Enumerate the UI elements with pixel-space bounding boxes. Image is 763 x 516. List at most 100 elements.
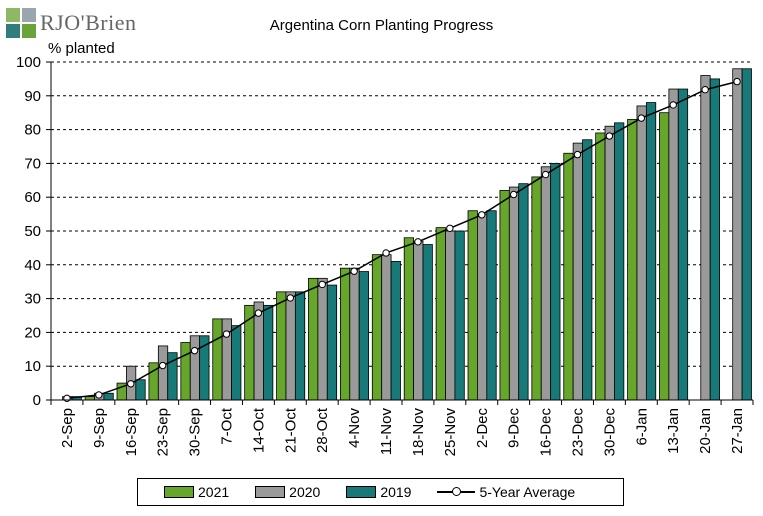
y-tick-label-50: 50 bbox=[24, 223, 41, 240]
x-tick-label-6-jan: 6-Jan bbox=[633, 408, 650, 446]
bar-2021-9-sep bbox=[84, 396, 95, 401]
bar-2021-28-oct bbox=[308, 277, 319, 401]
bar-2021-30-sep bbox=[180, 342, 191, 401]
point-5yr-average-2-dec bbox=[478, 211, 486, 219]
bar-2019-14-oct bbox=[263, 304, 274, 401]
bar-2020-25-nov bbox=[445, 230, 456, 401]
bar-2021-13-jan bbox=[659, 112, 670, 401]
point-5yr-average-16-dec bbox=[541, 170, 550, 179]
bar-2020-23-dec bbox=[572, 142, 583, 401]
point-5yr-average-25-nov bbox=[446, 224, 454, 232]
bar-2020-9-dec bbox=[508, 186, 520, 401]
x-tick-label-18-nov: 18-Nov bbox=[410, 408, 427, 457]
bar-2020-2-dec bbox=[477, 213, 488, 401]
x-tick-label-2-dec: 2-Dec bbox=[474, 408, 491, 449]
x-tick-label-11-nov: 11-Nov bbox=[378, 408, 395, 456]
bar-2020-13-jan bbox=[668, 88, 679, 401]
legend-item-2021: 2021 bbox=[164, 484, 229, 500]
bar-2021-21-oct bbox=[276, 291, 287, 401]
x-tick-label-23-dec: 23-Dec bbox=[570, 408, 587, 457]
bar-2021-18-nov bbox=[403, 237, 415, 401]
bar-2019-23-dec bbox=[582, 139, 593, 401]
bar-2020-28-oct bbox=[317, 277, 328, 401]
point-5yr-average-28-oct bbox=[318, 280, 326, 289]
legend-item-2020: 2020 bbox=[255, 484, 320, 500]
bar-2021-4-nov bbox=[339, 267, 351, 401]
y-tick-label-100: 100 bbox=[16, 54, 41, 71]
x-tick-label-30-dec: 30-Dec bbox=[601, 408, 618, 457]
point-5yr-average-4-nov bbox=[350, 267, 358, 275]
x-tick-label-25-nov: 25-Nov bbox=[442, 408, 459, 457]
bar-2019-11-nov bbox=[390, 261, 401, 401]
bar-2019-16-sep bbox=[135, 379, 146, 401]
bar-2020-30-sep bbox=[189, 335, 201, 401]
x-tick-label-4-nov: 4-Nov bbox=[346, 408, 363, 449]
point-5yr-average-14-oct bbox=[254, 309, 263, 317]
bar-2021-9-dec bbox=[499, 190, 510, 401]
bar-2020-18-nov bbox=[413, 240, 424, 401]
x-tick-label-27-jan: 27-Jan bbox=[729, 408, 746, 454]
x-tick-label-14-oct: 14-Oct bbox=[250, 407, 267, 453]
y-axis-label: % planted bbox=[48, 40, 115, 57]
legend-label-5yr-average: 5-Year Average bbox=[479, 484, 576, 500]
x-tick-label-28-oct: 28-Oct bbox=[314, 407, 331, 453]
x-tick-label-9-dec: 9-Dec bbox=[506, 408, 523, 449]
bar-2020-23-sep bbox=[157, 345, 169, 401]
chart-title: Argentina Corn Planting Progress bbox=[269, 17, 494, 34]
x-tick-label-20-jan: 20-Jan bbox=[697, 408, 714, 454]
x-tick-label-21-oct: 21-Oct bbox=[282, 407, 299, 453]
bar-2019-16-dec bbox=[550, 162, 561, 401]
bar-2019-9-sep bbox=[103, 392, 114, 401]
y-tick-label-60: 60 bbox=[24, 189, 41, 206]
point-5yr-average-27-jan bbox=[733, 77, 741, 86]
bar-2021-23-dec bbox=[563, 152, 574, 401]
point-5yr-average-20-jan bbox=[701, 86, 709, 94]
y-tick-label-20: 20 bbox=[24, 324, 41, 341]
bar-2019-27-jan bbox=[741, 68, 752, 401]
bar-2020-21-oct bbox=[285, 291, 296, 401]
logo-mark-icon bbox=[6, 8, 36, 38]
y-tick-label-70: 70 bbox=[24, 155, 41, 172]
bar-2019-20-jan bbox=[709, 78, 720, 401]
bar-2020-27-jan bbox=[732, 68, 743, 401]
rjobrien-logo: RJO'Brien bbox=[6, 8, 136, 38]
legend-swatch-2021 bbox=[164, 486, 194, 498]
point-5yr-average-30-dec bbox=[605, 132, 614, 140]
bar-2019-18-nov bbox=[422, 244, 433, 401]
bar-2019-6-jan bbox=[645, 102, 657, 401]
legend-item-5yr-average: 5-Year Average bbox=[437, 484, 575, 500]
point-5yr-average-23-dec bbox=[573, 150, 582, 159]
bar-2021-7-oct bbox=[212, 318, 223, 401]
bar-2020-4-nov bbox=[349, 267, 360, 401]
bar-2021-6-jan bbox=[627, 119, 638, 401]
bar-2020-16-dec bbox=[540, 166, 552, 401]
point-5yr-average-13-jan bbox=[669, 101, 677, 109]
x-tick-label-23-sep: 23-Sep bbox=[155, 408, 172, 456]
chart-legend: 2021 2020 2019 5-Year Average bbox=[137, 478, 624, 506]
point-5yr-average-7-oct bbox=[222, 330, 231, 338]
bar-2019-28-oct bbox=[326, 284, 338, 401]
line-5yr-average bbox=[66, 80, 738, 400]
legend-label-2019: 2019 bbox=[380, 484, 412, 500]
x-tick-label-2-sep: 2-Sep bbox=[59, 408, 76, 448]
y-tick-label-90: 90 bbox=[24, 88, 41, 105]
logo-text: RJO'Brien bbox=[40, 10, 137, 35]
bar-2021-2-dec bbox=[467, 210, 478, 401]
y-tick-label-40: 40 bbox=[24, 257, 41, 274]
legend-swatch-2019 bbox=[346, 486, 377, 498]
point-5yr-average-2-sep bbox=[63, 394, 71, 403]
bar-2019-30-dec bbox=[614, 122, 625, 401]
bar-2021-30-dec bbox=[595, 132, 606, 401]
bar-2019-9-dec bbox=[518, 183, 529, 401]
bar-2019-25-nov bbox=[454, 230, 465, 401]
bar-2020-11-nov bbox=[381, 254, 392, 401]
x-tick-label-30-sep: 30-Sep bbox=[187, 408, 204, 456]
x-tick-label-16-dec: 16-Dec bbox=[538, 408, 555, 457]
bar-2021-11-nov bbox=[371, 254, 383, 401]
point-5yr-average-6-jan bbox=[637, 114, 646, 122]
x-tick-label-7-oct: 7-Oct bbox=[219, 407, 236, 445]
y-tick-label-10: 10 bbox=[24, 358, 41, 375]
y-tick-label-80: 80 bbox=[24, 122, 41, 139]
chart-canvas: 0 10 20 30 40 50 60 70 80 90 100 2-Sep 9-Sep 16-Sep 23… bbox=[16, 54, 754, 457]
point-5yr-average-11-nov bbox=[382, 249, 390, 257]
